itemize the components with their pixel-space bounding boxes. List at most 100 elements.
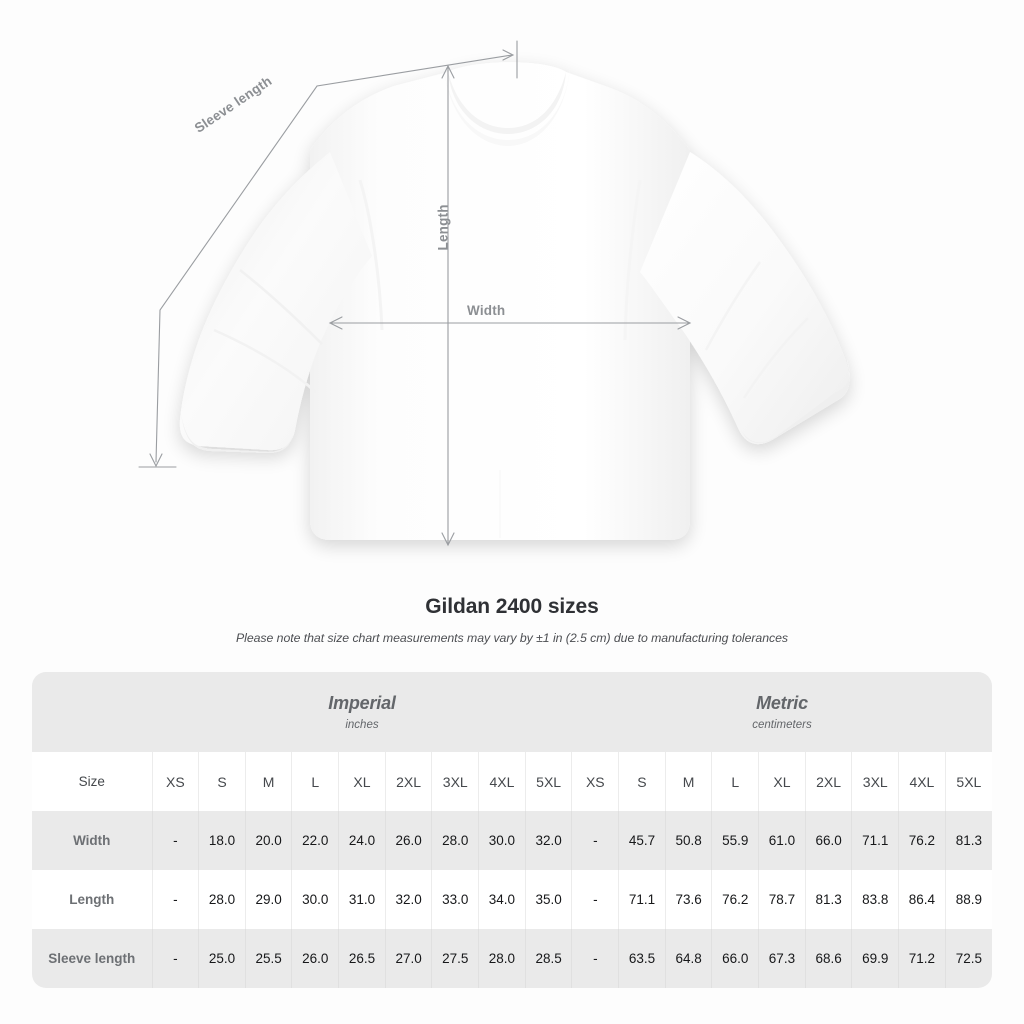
cell-width-imperial-4xl: 30.0 — [478, 811, 526, 870]
cell-sleeve-imperial-5xl: 28.5 — [524, 929, 572, 988]
cell-length-metric-4xl: 86.4 — [898, 870, 946, 929]
length-guide — [441, 64, 455, 547]
cell-sleeve-imperial-4xl: 28.0 — [478, 929, 526, 988]
size-header-metric-xs: XS — [571, 752, 619, 811]
cell-width-metric-xs: - — [571, 811, 619, 870]
cell-sleeve-imperial-xl: 26.5 — [338, 929, 386, 988]
cell-sleeve-metric-3xl: 69.9 — [851, 929, 899, 988]
garment-illustration: Sleeve length Length Width — [138, 40, 850, 547]
cell-width-metric-l: 55.9 — [711, 811, 759, 870]
cell-length-imperial-4xl: 34.0 — [478, 870, 526, 929]
cell-sleeve-imperial-m: 25.5 — [244, 929, 292, 988]
size-header-metric-xl: XL — [758, 752, 806, 811]
size-header-imperial-xs: XS — [151, 752, 199, 811]
cell-width-metric-5xl: 81.3 — [944, 811, 992, 870]
cell-sleeve-metric-s: 63.5 — [618, 929, 666, 988]
cell-length-metric-5xl: 88.9 — [944, 870, 992, 929]
unit-sub-imperial: inches — [345, 719, 379, 731]
cell-length-metric-xl: 78.7 — [758, 870, 806, 929]
measurement-guides — [138, 40, 692, 547]
unit-spacer-cell — [32, 672, 152, 752]
table-row-width: Width - 18.0 20.0 22.0 24.0 26.0 28.0 30… — [32, 811, 992, 870]
cell-length-imperial-xs: - — [151, 870, 199, 929]
cell-width-metric-3xl: 71.1 — [851, 811, 899, 870]
cell-sleeve-metric-2xl: 68.6 — [804, 929, 852, 988]
cell-length-metric-m: 73.6 — [664, 870, 712, 929]
size-header-imperial-2xl: 2XL — [384, 752, 432, 811]
cell-length-metric-l: 76.2 — [711, 870, 759, 929]
size-header-imperial-s: S — [198, 752, 246, 811]
cell-width-metric-xl: 61.0 — [758, 811, 806, 870]
table-row-sleeve-length: Sleeve length - 25.0 25.5 26.0 26.5 27.0… — [32, 929, 992, 988]
cell-width-metric-2xl: 66.0 — [804, 811, 852, 870]
page-title: Gildan 2400 sizes — [425, 595, 599, 618]
row-label-sleeve-length: Sleeve length — [32, 929, 152, 988]
size-header-metric-2xl: 2XL — [804, 752, 852, 811]
cell-sleeve-metric-m: 64.8 — [664, 929, 712, 988]
cell-sleeve-metric-xl: 67.3 — [758, 929, 806, 988]
size-header-metric-m: M — [664, 752, 712, 811]
cell-width-metric-s: 45.7 — [618, 811, 666, 870]
size-header-imperial-4xl: 4XL — [478, 752, 526, 811]
row-label-length: Length — [32, 870, 152, 929]
size-header-metric-s: S — [618, 752, 666, 811]
size-header-metric-l: L — [711, 752, 759, 811]
cell-sleeve-imperial-3xl: 27.5 — [431, 929, 479, 988]
cell-width-imperial-xs: - — [151, 811, 199, 870]
cell-sleeve-metric-l: 66.0 — [711, 929, 759, 988]
cell-width-imperial-xl: 24.0 — [338, 811, 386, 870]
title-block: Gildan 2400 sizes Please note that size … — [0, 595, 1024, 645]
cell-sleeve-metric-5xl: 72.5 — [944, 929, 992, 988]
cell-length-imperial-m: 29.0 — [244, 870, 292, 929]
cell-width-imperial-s: 18.0 — [198, 811, 246, 870]
size-header-imperial-3xl: 3XL — [431, 752, 479, 811]
size-header-imperial-l: L — [291, 752, 339, 811]
sleeve-length-guide — [138, 40, 518, 468]
row-label-width: Width — [32, 811, 152, 870]
cell-width-imperial-3xl: 28.0 — [431, 811, 479, 870]
cell-width-imperial-5xl: 32.0 — [524, 811, 572, 870]
size-header-metric-4xl: 4XL — [898, 752, 946, 811]
cell-length-metric-3xl: 83.8 — [851, 870, 899, 929]
garment-svg — [138, 40, 850, 547]
cell-width-metric-4xl: 76.2 — [898, 811, 946, 870]
cell-sleeve-imperial-2xl: 27.0 — [384, 929, 432, 988]
size-chart-table-wrapper: Imperial inches Metric centimeters Size … — [32, 672, 992, 988]
cell-length-metric-2xl: 81.3 — [804, 870, 852, 929]
cell-length-imperial-2xl: 32.0 — [384, 870, 432, 929]
cell-sleeve-imperial-l: 26.0 — [291, 929, 339, 988]
unit-cell-imperial: Imperial inches — [152, 672, 572, 752]
unit-sub-metric: centimeters — [752, 719, 812, 731]
size-header-row: Size XS S M L XL 2XL 3XL 4XL 5XL XS S M … — [32, 752, 992, 811]
cell-width-imperial-m: 20.0 — [244, 811, 292, 870]
cell-width-imperial-l: 22.0 — [291, 811, 339, 870]
cell-sleeve-metric-4xl: 71.2 — [898, 929, 946, 988]
size-header-label: Size — [32, 752, 152, 811]
tolerance-note: Please note that size chart measurements… — [235, 631, 788, 645]
size-header-imperial-5xl: 5XL — [524, 752, 572, 811]
cell-width-imperial-2xl: 26.0 — [384, 811, 432, 870]
table-row-length: Length - 28.0 29.0 30.0 31.0 32.0 33.0 3… — [32, 870, 992, 929]
unit-header-row: Imperial inches Metric centimeters — [32, 672, 992, 752]
cell-sleeve-imperial-xs: - — [151, 929, 199, 988]
cell-length-imperial-s: 28.0 — [198, 870, 246, 929]
cell-width-metric-m: 50.8 — [664, 811, 712, 870]
cell-length-imperial-3xl: 33.0 — [431, 870, 479, 929]
cell-length-metric-s: 71.1 — [618, 870, 666, 929]
width-guide — [328, 316, 692, 330]
width-label: Width — [467, 303, 506, 318]
length-label: Length — [435, 204, 451, 251]
size-header-metric-5xl: 5XL — [944, 752, 992, 811]
size-header-imperial-m: M — [244, 752, 292, 811]
size-header-imperial-xl: XL — [338, 752, 386, 811]
unit-name-metric: Metric — [756, 693, 808, 713]
shirt-shape — [179, 62, 850, 540]
cell-length-imperial-5xl: 35.0 — [524, 870, 572, 929]
cell-length-metric-xs: - — [571, 870, 619, 929]
size-chart-table: Imperial inches Metric centimeters Size … — [32, 672, 992, 988]
cell-length-imperial-l: 30.0 — [291, 870, 339, 929]
unit-name-imperial: Imperial — [328, 693, 396, 713]
cell-sleeve-imperial-s: 25.0 — [198, 929, 246, 988]
cell-sleeve-metric-xs: - — [571, 929, 619, 988]
cell-length-imperial-xl: 31.0 — [338, 870, 386, 929]
